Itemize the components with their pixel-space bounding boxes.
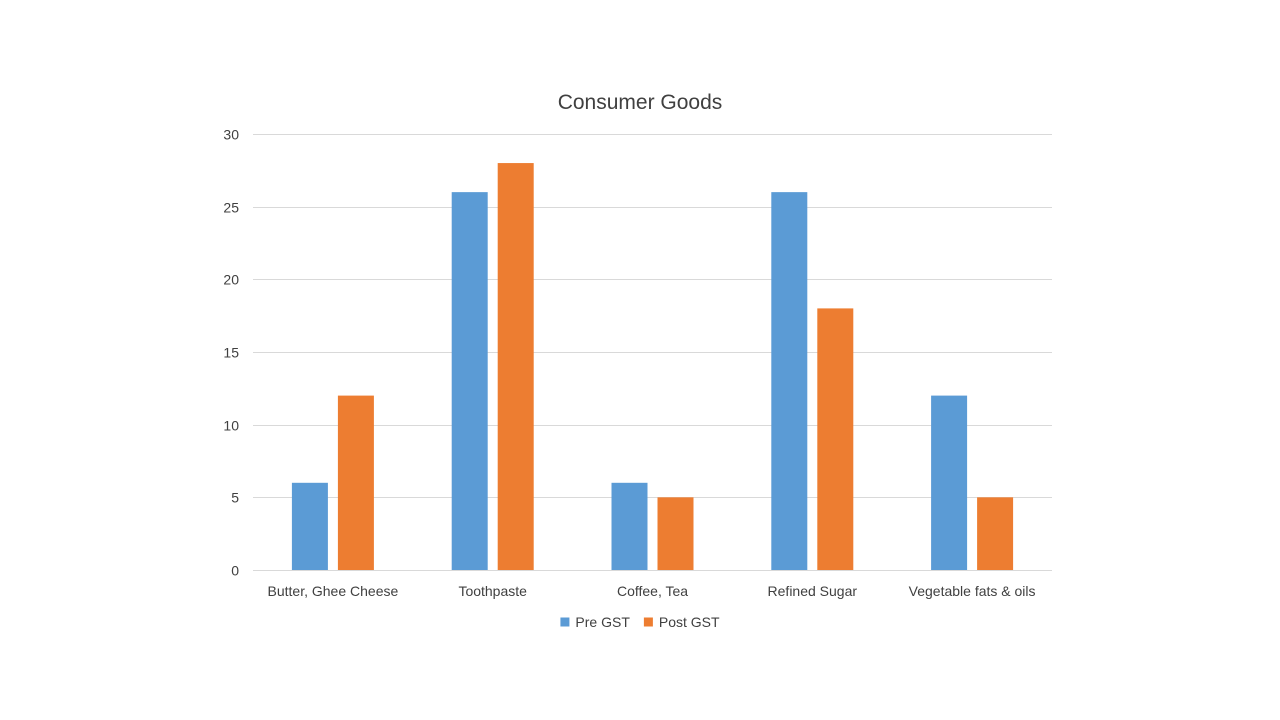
legend-label: Pre GST	[575, 614, 630, 630]
x-category-label: Vegetable fats & oils	[909, 583, 1036, 599]
y-tick-label: 30	[223, 127, 239, 143]
legend-swatch	[643, 617, 653, 627]
legend-item-pre-gst: Pre GST	[560, 614, 630, 630]
legend-item-post-gst: Post GST	[643, 614, 720, 630]
bar-post-gst	[337, 395, 374, 570]
x-category-label: Coffee, Tea	[617, 583, 688, 599]
y-tick-label: 25	[223, 200, 239, 216]
bar-pre-gst	[771, 192, 808, 570]
bar-pre-gst	[451, 192, 488, 570]
legend-swatch	[560, 617, 570, 627]
gridlines	[253, 134, 1052, 571]
y-tick-label: 20	[223, 272, 239, 288]
y-tick-label: 15	[223, 345, 239, 361]
bar-pre-gst	[291, 482, 328, 570]
bar-post-gst	[977, 497, 1014, 570]
y-axis-ticks: 0 5 10 15 20 25 30	[223, 127, 239, 579]
bar-post-gst	[657, 497, 694, 570]
legend-label: Post GST	[659, 614, 720, 630]
bars	[291, 163, 1014, 571]
x-category-label: Butter, Ghee Cheese	[268, 583, 399, 599]
y-tick-label: 0	[231, 563, 239, 579]
legend: Pre GST Post GST	[560, 614, 720, 630]
chart-title: Consumer Goods	[558, 91, 723, 114]
bar-pre-gst	[931, 395, 968, 570]
bar-post-gst	[497, 163, 534, 571]
x-axis-categories: Butter, Ghee Cheese Toothpaste Coffee, Tea…	[268, 583, 1036, 599]
bar-post-gst	[817, 308, 854, 570]
y-tick-label: 10	[223, 418, 239, 434]
x-category-label: Refined Sugar	[768, 583, 858, 599]
x-category-label: Toothpaste	[458, 583, 527, 599]
y-tick-label: 5	[231, 490, 239, 506]
bar-pre-gst	[611, 482, 648, 570]
